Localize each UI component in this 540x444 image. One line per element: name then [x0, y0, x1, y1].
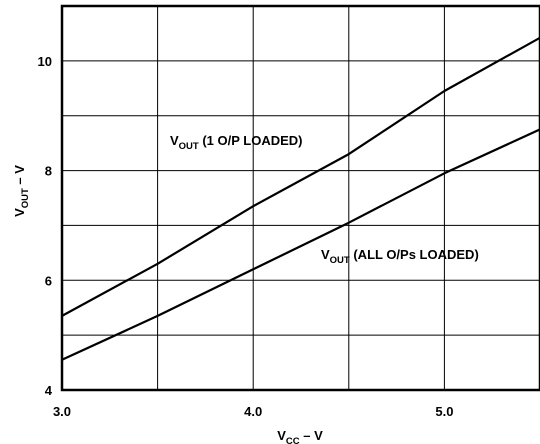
y-tick-label: 4 — [45, 383, 53, 398]
x-axis-label: VCC – V — [277, 428, 323, 444]
y-axis-label: VOUT – V — [12, 165, 31, 217]
grid — [61, 5, 540, 391]
x-tick-label: 4.0 — [244, 404, 262, 419]
y-tick-labels: 4 6 8 10 — [38, 54, 53, 398]
x-tick-label: 3.0 — [53, 404, 71, 419]
series-lines — [61, 36, 540, 361]
series-line-2 — [61, 128, 540, 361]
series-line-1 — [61, 36, 540, 317]
series-label-1-op-loaded: VOUT (1 O/P LOADED) — [170, 133, 303, 152]
y-tick-label: 10 — [38, 54, 52, 69]
y-tick-label: 6 — [45, 273, 52, 288]
plot-frame — [60, 4, 540, 392]
x-tick-label: 5.0 — [435, 404, 453, 419]
x-tick-labels: 3.0 4.0 5.0 — [53, 404, 453, 419]
series-label-all-ops-loaded: VOUT (ALL O/Ps LOADED) — [321, 247, 479, 266]
y-tick-label: 8 — [45, 164, 52, 179]
